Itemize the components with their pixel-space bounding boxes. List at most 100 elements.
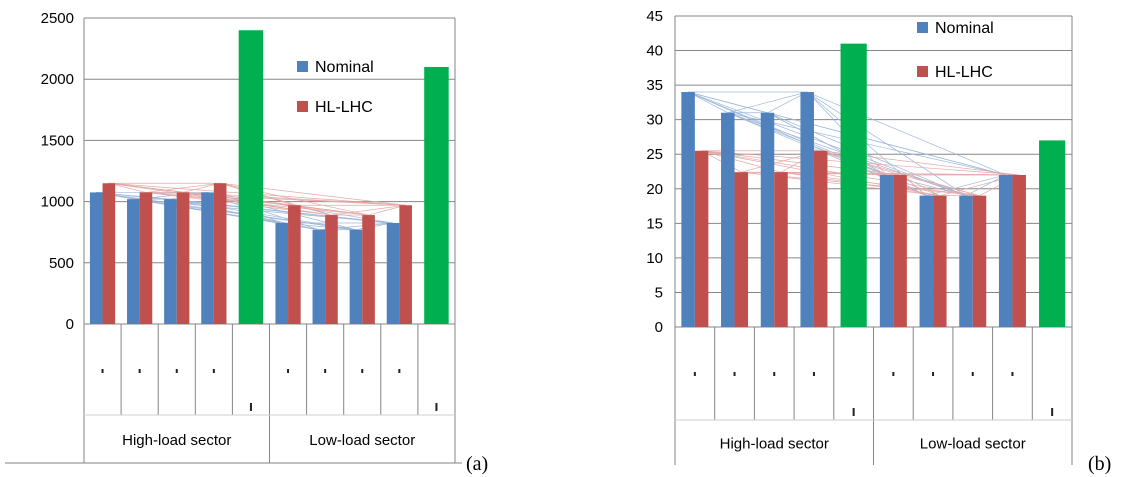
y-tick-label: 25 — [646, 146, 663, 163]
category-marker — [361, 369, 364, 373]
category-marker — [398, 369, 401, 373]
bar-hllhc — [813, 150, 828, 327]
category-marker — [101, 369, 104, 373]
bar-hllhc — [694, 150, 709, 327]
category-marker — [138, 369, 141, 373]
category-marker — [932, 372, 935, 376]
panel-label: (b) — [1088, 453, 1111, 475]
bar-nominal — [959, 195, 973, 327]
y-tick-label: 1500 — [41, 132, 74, 149]
bar-nominal — [681, 92, 695, 328]
y-tick-label: 30 — [646, 112, 663, 129]
bar-nominal — [721, 112, 735, 327]
bar-nominal — [275, 223, 289, 324]
bar-hllhc — [1012, 174, 1026, 327]
legend-swatch-hllhc — [297, 101, 308, 112]
y-tick-label: 0 — [655, 319, 663, 336]
panel-label: (a) — [466, 453, 488, 475]
bar-hllhc — [933, 195, 947, 327]
category-marker — [892, 372, 895, 376]
y-tick-label: 10 — [646, 250, 663, 267]
bar-hllhc — [734, 172, 749, 327]
category-marker — [812, 372, 815, 376]
bar-limit — [238, 30, 264, 325]
bar-limit — [424, 66, 449, 325]
category-marker — [1051, 408, 1054, 416]
legend-swatch-hllhc — [917, 66, 928, 77]
category-marker — [971, 372, 974, 376]
bar-nominal — [312, 229, 326, 324]
y-tick-label: 15 — [646, 215, 663, 232]
y-tick-label: 40 — [646, 43, 663, 60]
category-marker — [175, 369, 178, 373]
series-link-line — [926, 174, 1006, 197]
series-link-line — [820, 150, 940, 197]
legend-label-hllhc: HL-LHC — [315, 99, 373, 116]
legend-swatch-nominal — [917, 22, 928, 33]
group-label: High-load sector — [122, 432, 231, 449]
legend-label-hllhc: HL-LHC — [935, 64, 993, 81]
y-tick-label: 5 — [655, 284, 663, 301]
y-tick-label: 20 — [646, 181, 663, 198]
y-tick-label: 1000 — [41, 194, 74, 211]
group-label: Low-load sector — [309, 432, 415, 449]
category-marker — [287, 369, 290, 373]
series-link-line — [145, 182, 221, 193]
category-marker — [435, 403, 438, 411]
y-tick-label: 45 — [646, 8, 663, 25]
bar-hllhc — [213, 183, 227, 324]
bar-hllhc — [288, 205, 301, 324]
bar-nominal — [89, 192, 103, 324]
bar-hllhc — [102, 183, 116, 324]
legend: Nominal HL-LHC — [297, 59, 374, 116]
bar-hllhc — [399, 205, 412, 324]
series-link-line — [331, 204, 406, 216]
bar-nominal — [800, 92, 814, 328]
category-marker — [1011, 372, 1014, 376]
category-marker — [733, 372, 736, 376]
bar-nominal — [164, 199, 177, 324]
bar-nominal — [760, 112, 775, 327]
y-tick-label: 35 — [646, 77, 663, 94]
group-label: High-load sector — [720, 436, 829, 453]
chart-panel-a: 0 500 1000 1500 2000 2500 High-load sector Low-… — [5, 10, 488, 475]
series-link-line — [807, 91, 1006, 176]
legend-label-nominal: Nominal — [935, 20, 994, 37]
series-link-line — [294, 204, 369, 216]
series-link-line — [727, 91, 808, 114]
bar-hllhc — [325, 215, 338, 324]
y-tick-label: 2000 — [41, 71, 74, 88]
legend-label-nominal: Nominal — [315, 59, 374, 76]
bar-nominal — [879, 174, 894, 327]
category-marker — [773, 372, 776, 376]
bar-nominal — [919, 195, 934, 327]
bar-hllhc — [972, 195, 987, 327]
category-marker — [852, 408, 855, 416]
bar-nominal — [127, 199, 140, 324]
series-link-line — [900, 174, 980, 197]
bar-hllhc — [362, 215, 375, 324]
y-tick-label: 2500 — [41, 10, 74, 27]
legend-swatch-nominal — [297, 61, 308, 72]
bar-limit — [840, 43, 867, 328]
bar-hllhc — [774, 172, 788, 327]
bar-hllhc — [176, 192, 190, 324]
category-marker — [324, 369, 327, 373]
group-label: Low-load sector — [920, 436, 1026, 453]
bar-hllhc — [893, 174, 907, 327]
bar-limit — [1039, 140, 1066, 327]
chart-panel-b: 0 5 10 15 20 25 30 35 40 45 High-load sector Low-lo… — [646, 8, 1111, 475]
category-marker — [249, 403, 252, 411]
legend: Nominal HL-LHC — [917, 20, 994, 81]
bar-nominal — [386, 223, 400, 324]
category-marker — [212, 369, 215, 373]
series-link-line — [807, 91, 967, 196]
category-marker — [693, 372, 696, 376]
bar-hllhc — [139, 192, 153, 324]
y-tick-label: 0 — [66, 316, 74, 333]
bar-nominal — [201, 192, 214, 324]
y-tick-label: 500 — [49, 255, 74, 272]
bar-nominal — [998, 174, 1013, 327]
bar-nominal — [349, 229, 363, 324]
